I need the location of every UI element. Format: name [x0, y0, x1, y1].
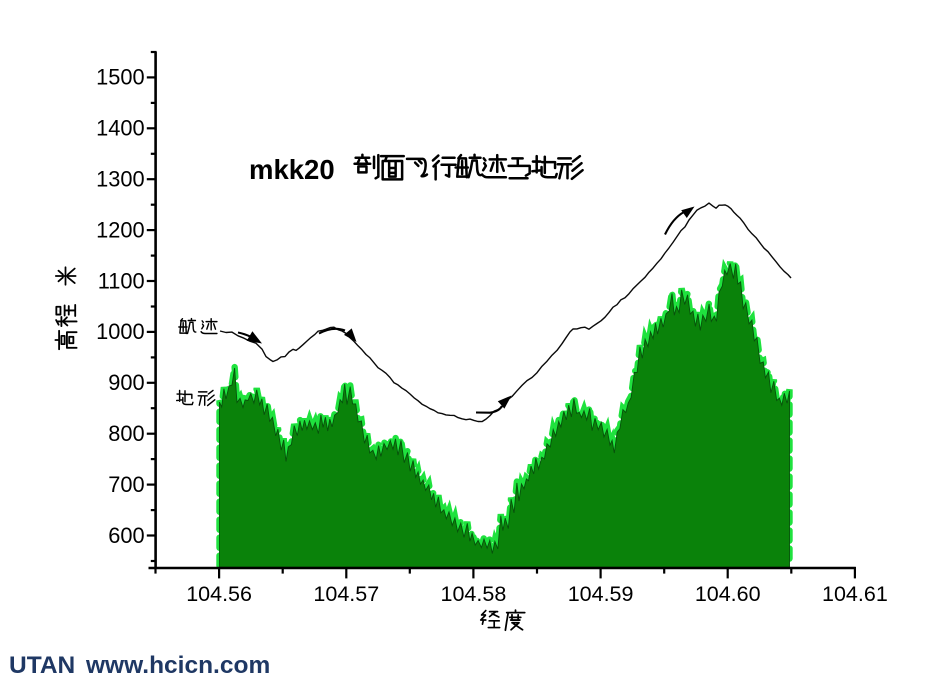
svg-text:600: 600: [108, 523, 144, 548]
svg-text:1000: 1000: [96, 319, 145, 344]
svg-text:104.60: 104.60: [695, 582, 761, 606]
svg-text:1200: 1200: [96, 217, 145, 242]
svg-text:1300: 1300: [96, 167, 145, 192]
svg-text:1100: 1100: [98, 268, 145, 293]
svg-text:700: 700: [108, 472, 144, 497]
svg-text:1500: 1500: [96, 65, 145, 90]
svg-text:UTAN: UTAN: [9, 652, 75, 679]
svg-text:www.hcicn.com: www.hcicn.com: [85, 652, 270, 679]
svg-text:900: 900: [108, 370, 144, 395]
svg-text:104.57: 104.57: [313, 582, 379, 606]
svg-text:104.58: 104.58: [441, 582, 507, 606]
svg-text:800: 800: [108, 421, 144, 446]
svg-text:1400: 1400: [96, 116, 145, 141]
svg-text:104.59: 104.59: [568, 582, 634, 606]
svg-text:mkk20: mkk20: [249, 154, 335, 185]
svg-text:104.56: 104.56: [186, 582, 252, 606]
svg-text:104.61: 104.61: [822, 582, 888, 606]
